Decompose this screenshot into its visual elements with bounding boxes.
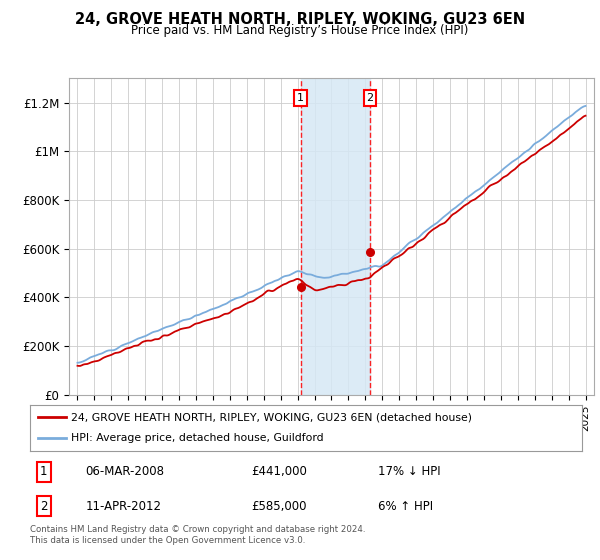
Text: £585,000: £585,000 bbox=[251, 500, 307, 512]
Text: 24, GROVE HEATH NORTH, RIPLEY, WOKING, GU23 6EN (detached house): 24, GROVE HEATH NORTH, RIPLEY, WOKING, G… bbox=[71, 412, 472, 422]
Text: 06-MAR-2008: 06-MAR-2008 bbox=[85, 465, 164, 478]
Text: 11-APR-2012: 11-APR-2012 bbox=[85, 500, 161, 512]
Text: 24, GROVE HEATH NORTH, RIPLEY, WOKING, GU23 6EN: 24, GROVE HEATH NORTH, RIPLEY, WOKING, G… bbox=[75, 12, 525, 27]
Text: 2: 2 bbox=[367, 93, 374, 103]
Text: 1: 1 bbox=[297, 93, 304, 103]
Text: Price paid vs. HM Land Registry’s House Price Index (HPI): Price paid vs. HM Land Registry’s House … bbox=[131, 24, 469, 36]
Text: 17% ↓ HPI: 17% ↓ HPI bbox=[378, 465, 440, 478]
Text: 6% ↑ HPI: 6% ↑ HPI bbox=[378, 500, 433, 512]
Text: £441,000: £441,000 bbox=[251, 465, 307, 478]
Bar bbox=[301, 78, 370, 395]
Text: Contains HM Land Registry data © Crown copyright and database right 2024.
This d: Contains HM Land Registry data © Crown c… bbox=[30, 525, 365, 545]
Text: 1: 1 bbox=[40, 465, 47, 478]
Text: HPI: Average price, detached house, Guildford: HPI: Average price, detached house, Guil… bbox=[71, 433, 324, 444]
Text: 2: 2 bbox=[40, 500, 47, 512]
